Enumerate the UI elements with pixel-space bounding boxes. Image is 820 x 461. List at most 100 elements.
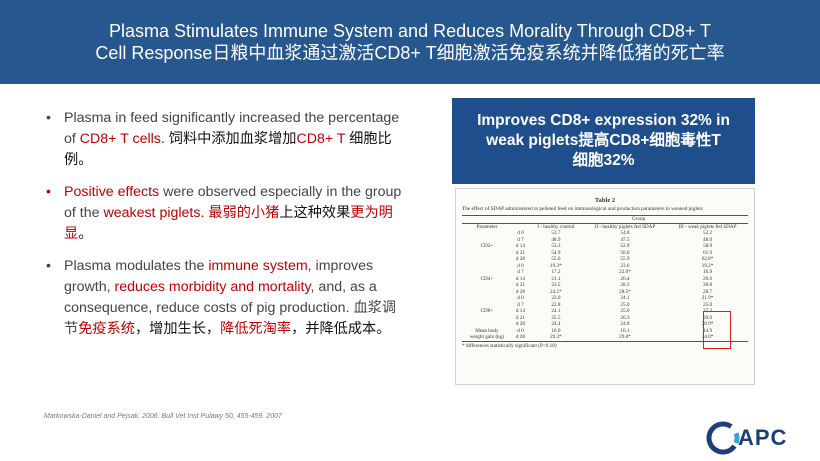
data-table-figure: Table 2 The effect of SDAP administered … [455,188,755,385]
bullet-text: , and, as a consequence, reduce costs of… [64,279,397,337]
slide-header: Plasma Stimulates Immune System and Redu… [0,0,820,84]
table-cell: 25.0 [702,301,713,308]
bullet-highlight: 降低死淘率 [220,321,292,337]
table-cell: 23.6 [620,262,630,269]
table-cell: CD4+ [480,275,494,282]
table-cell: 28.5* [619,288,631,295]
table-cell: CD8+ [480,308,494,314]
bullet-text: Plasma modulates the [64,258,209,274]
table-cell: d 7 [517,301,524,308]
table-cell: weight gain (kg) [462,334,512,342]
table-cell: 53.3 [551,243,561,249]
table-cell: 21.1 [551,275,561,282]
table-cell: 24.8 [620,321,630,327]
slide-title-line2: Cell Response日粮中血浆通过激活CD8+ T细胞激活免疫系统并降低猪… [95,43,725,63]
table-cell: 14.9 [702,327,713,334]
table-cell: d 14 [515,308,525,314]
table-cell: 23.0 [551,295,561,301]
table-cell: 25.0 [620,301,630,308]
table-cell: d 0 [517,295,524,301]
table-cell: d 14 [515,243,525,249]
table-cell: 62.8* [701,256,714,262]
bullet-highlight: reduces morbidity and mortality [114,279,311,295]
table-cell: d 21 [515,282,525,288]
table-cell: d 28 [511,334,529,342]
table-cell: 19.3* [550,262,562,269]
table-cell: 17.2 [551,269,561,275]
table-cell: 52.2 [702,230,713,236]
table-column-header: III - weak piglets fed SDAP [667,222,748,230]
table-group-row: Group [462,215,748,223]
bullet-text-cn: 上这种效果 [279,205,351,221]
bullet-text-cn: 饲料中添加血浆增加 [168,131,297,147]
bullet-item-3: • Plasma modulates the immune system, im… [44,256,404,340]
table-row: d 28 24.4 24.8 28.9* [462,321,748,328]
bullet-highlight: 最弱的小猪 [208,205,280,221]
table-row: d 28 24.5* 28.5* 28.7 [462,289,748,296]
table-caption: The effect of SDAP administered in pelle… [462,206,703,212]
table-cell: d 0 [517,327,524,334]
table-cell: 53.7 [551,230,561,236]
bullet-highlight: 更为明显 [64,205,393,242]
bullet-item-1: • Plasma in feed significantly increased… [44,108,404,171]
reference-citation: Markowska-Daniel and Pejsak. 2006. Bull … [44,413,282,420]
table-cell: 16.1 [620,327,630,334]
table-cell: 28.3 [620,282,630,288]
bullet-text-cn: ，并降低成本。 [291,321,391,337]
table-row: weight gain (kg) d 28 29.3* 29.0* 34.0* [462,334,748,342]
table-cell: 47.5 [620,236,630,243]
bullet-highlight: 免疫系统 [78,321,135,337]
table-cell: 19.2* [701,262,714,269]
table-cell: 24.5* [550,288,562,295]
table-row: d 0 23.0 24.1 21.9* [462,295,748,302]
bullet-list: • Plasma in feed significantly increased… [44,108,404,351]
table-cell: 48.0 [702,236,713,243]
table-cell: 52.9 [620,243,630,249]
table-header-row: Parameter I - healthy control II - healthy… [462,222,748,230]
table-row: d 21 23.5 28.3 30.8 [462,282,748,289]
callout-line1: Improves CD8+ expression 32% in [477,112,730,129]
table-cell: 61.9 [702,249,713,256]
apc-logo-icon [706,421,740,455]
table-cell: d 28 [515,321,525,327]
table-cell: 28.7 [702,288,713,295]
table-cell: d 0 [517,262,524,269]
table-cell: CD2+ [480,243,494,249]
table-row: d 0 19.3* 23.6 19.2* [462,263,748,270]
table-cell: 56.0 [620,249,630,256]
table-cell: d 28 [515,256,525,262]
table-cell: 26.3 [620,314,630,321]
table-cell: 58.9 [702,243,713,249]
bullet-dot-icon: • [46,184,51,200]
logo-text: APC [738,425,788,450]
callout-line3: 细胞32% [572,152,635,169]
table-cell: 26.4 [620,275,630,282]
table-cell: d 14 [515,275,525,282]
table-row: d 7 17.2 22.0* 16.9 [462,269,748,276]
table-row: d 21 54.9 56.0 61.9 [462,250,748,257]
table-cell: d 21 [515,249,525,256]
table-cell: 54.9 [551,249,561,256]
table-cell: 24.4 [551,321,561,327]
table-cell: d 7 [517,236,524,243]
bullet-text: were observed especially in the group of… [64,184,402,221]
table-cell: d 21 [515,314,525,321]
callout-box: Improves CD8+ expression 32% in weak pig… [452,98,755,184]
apc-logo: APC [706,421,787,455]
table-body: d 0 53.7 54.8 52.2 d 7 48.9 47.5 48.0 CD2+ d 14 53… [462,230,748,342]
bullet-text-cn: 。 [78,226,93,242]
table-group-header: Group [528,215,748,223]
bullet-highlight: immune system [208,258,308,274]
slide-title-line1: Plasma Stimulates Immune System and Redu… [108,21,712,41]
table-row: Mean body d 0 16.0 16.1 14.9 [462,328,748,335]
bullet-item-2: • Positive effects were observed especia… [44,182,404,245]
bullet-highlight: CD8+ T cells. [79,131,165,147]
table-cell: 25.5 [551,314,561,321]
table-title: Table 2 [594,197,616,204]
table-cell: 24.1 [551,308,561,314]
table-cell: 22.0* [619,269,631,275]
table-cell: 54.8 [620,230,630,236]
table-cell: Mean body [475,327,499,334]
table-column-header [511,222,529,230]
table-cell: 24.1 [620,295,630,301]
